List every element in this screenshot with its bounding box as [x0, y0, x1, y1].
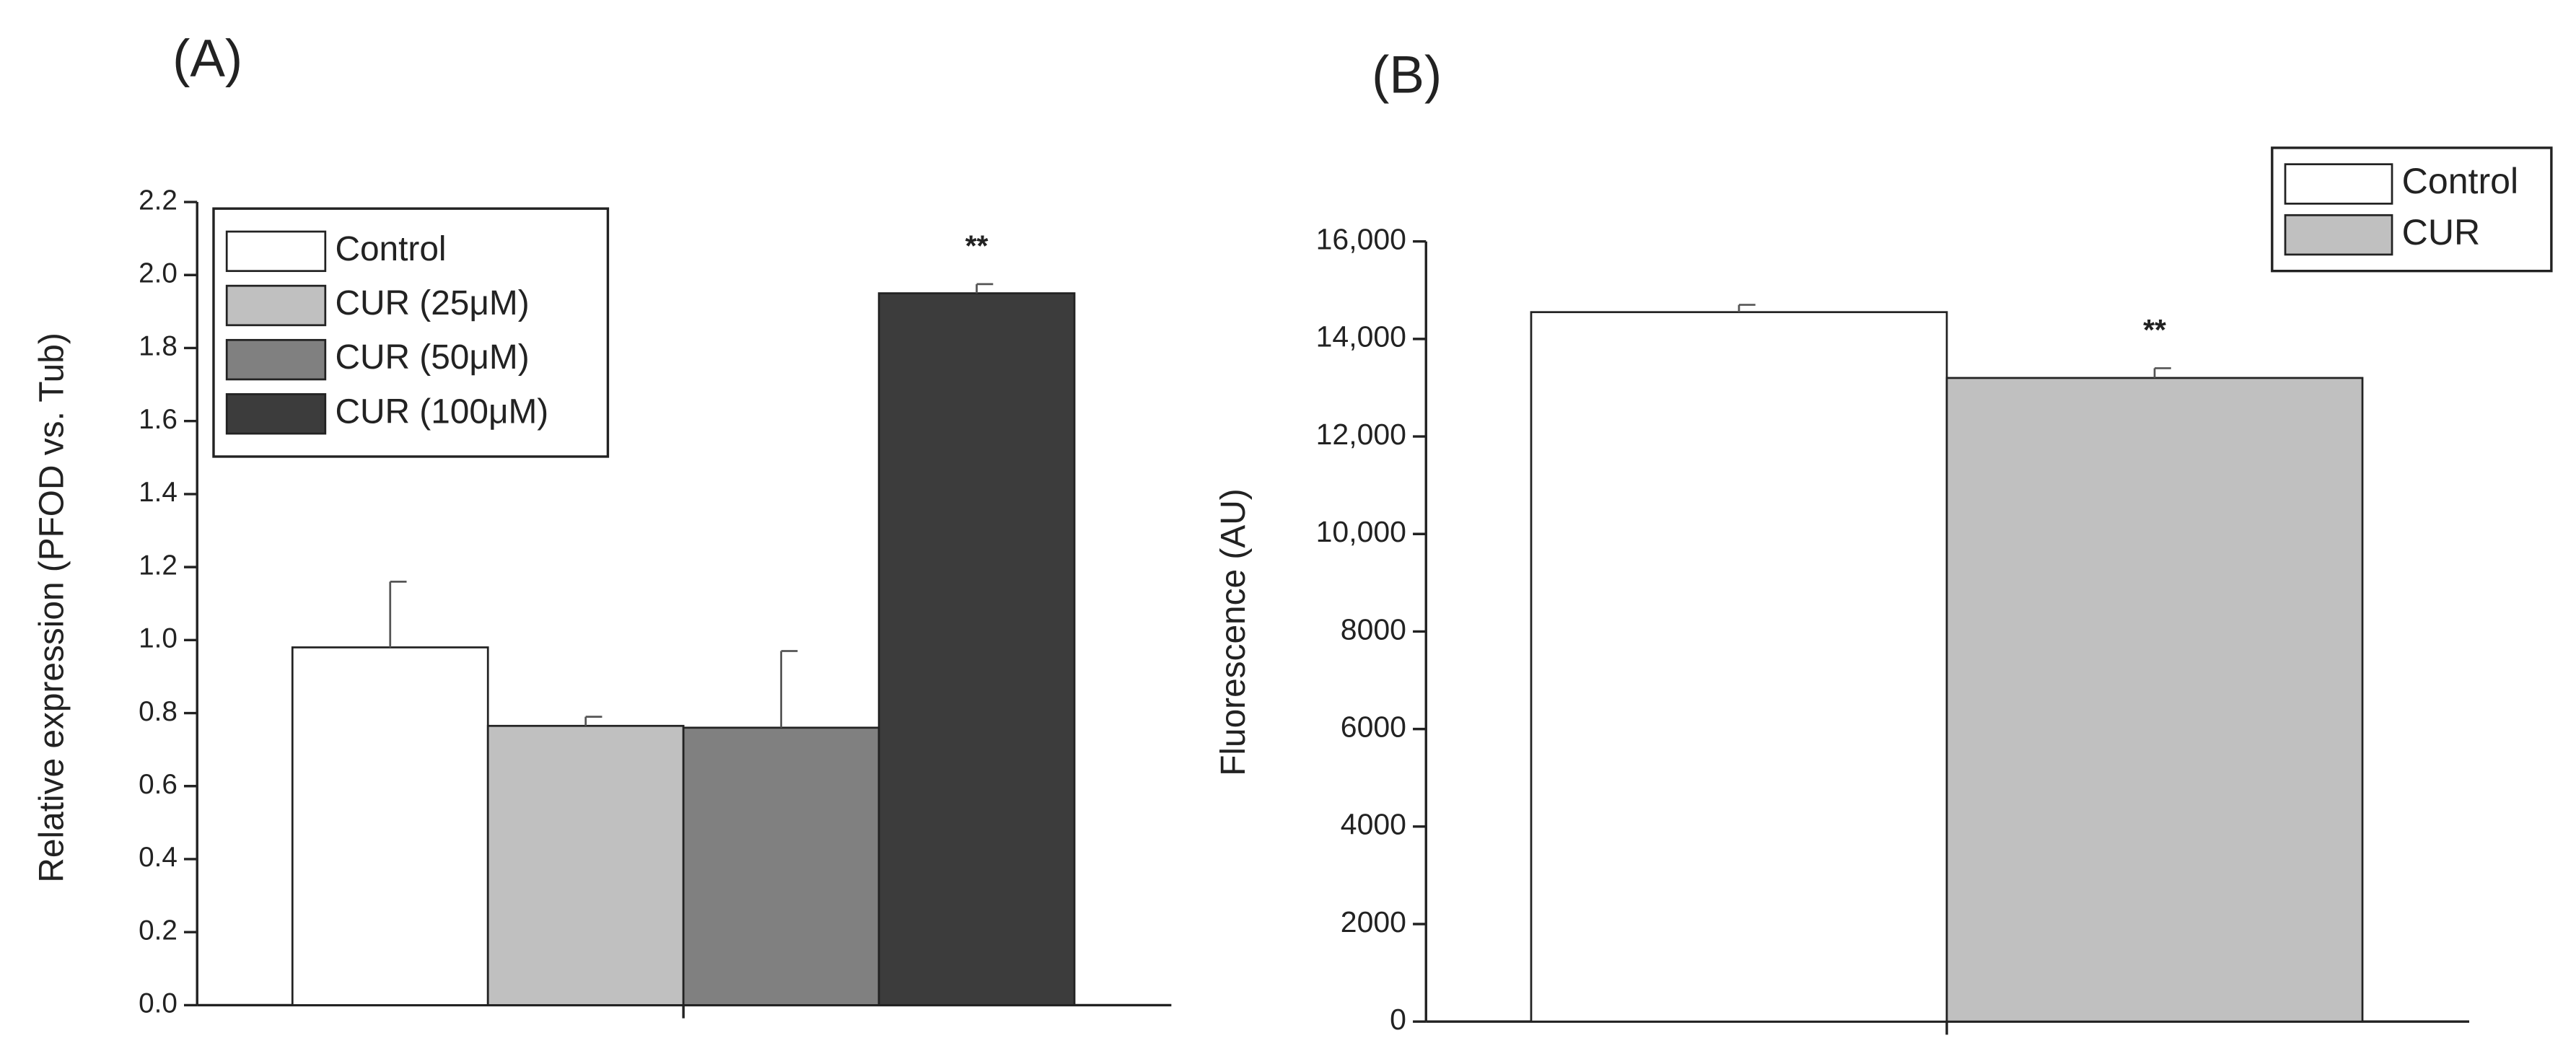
error-bar	[2153, 367, 2171, 378]
bar	[1530, 311, 1948, 1023]
y-tick-label: 6000	[1341, 710, 1406, 743]
legend-swatch	[225, 230, 327, 273]
y-tick-label: 16,000	[1316, 223, 1406, 256]
y-tick-label: 1.8	[139, 331, 178, 362]
panel-label: (A)	[172, 30, 242, 88]
bar	[1945, 377, 2364, 1023]
panel-label: (B)	[1372, 46, 1442, 105]
legend-label: CUR (25μM)	[335, 284, 529, 322]
significance-annotation: **	[965, 229, 989, 263]
legend-label: Control	[335, 230, 446, 268]
y-tick-label: 0.6	[139, 769, 178, 800]
y-tick-label: 0.4	[139, 842, 178, 873]
bar	[682, 726, 880, 1006]
legend-swatch	[2284, 214, 2393, 256]
legend-swatch	[225, 393, 327, 435]
y-tick-label: 2.0	[139, 258, 178, 289]
y-tick-label: 0.0	[139, 988, 178, 1019]
error-bar	[780, 650, 798, 728]
error-bar	[976, 283, 994, 294]
legend-label: CUR	[2402, 212, 2480, 252]
bar	[291, 646, 489, 1006]
y-tick-label: 4000	[1341, 808, 1406, 841]
error-bar	[1738, 304, 1756, 312]
bar	[877, 292, 1076, 1006]
y-tick-label: 10,000	[1316, 515, 1406, 548]
legend-swatch	[2284, 163, 2393, 205]
y-tick-label: 0.8	[139, 696, 178, 727]
significance-annotation: **	[2143, 313, 2166, 346]
y-tick-label: 1.2	[139, 550, 178, 581]
figure-content: (A) Relative expression (PFOD vs. Tub) 0.0…	[33, 30, 2553, 1036]
y-tick-label: 1.6	[139, 404, 178, 435]
legend-label: Control	[2402, 161, 2518, 201]
y-tick-label: 14,000	[1316, 320, 1406, 353]
y-axis-label: Relative expression (PFOD vs. Tub)	[33, 333, 71, 882]
error-bar	[584, 716, 603, 726]
legend-label: CUR (50μM)	[335, 338, 529, 377]
y-tick-label: 2.2	[139, 185, 178, 216]
y-tick-label: 2000	[1341, 905, 1406, 938]
y-tick-label: 1.4	[139, 477, 178, 508]
legend-swatch	[225, 338, 327, 381]
legend-label: CUR (100μM)	[335, 392, 548, 431]
y-tick-label: 8000	[1341, 612, 1406, 646]
y-tick-label: 0	[1390, 1003, 1406, 1036]
legend-swatch	[225, 284, 327, 327]
y-tick-label: 0.2	[139, 915, 178, 946]
error-bar	[389, 580, 407, 648]
y-tick-label: 1.0	[139, 623, 178, 654]
y-tick-label: 12,000	[1316, 418, 1406, 451]
bar	[486, 724, 685, 1006]
y-axis-label: Fluorescence (AU)	[1214, 488, 1253, 775]
